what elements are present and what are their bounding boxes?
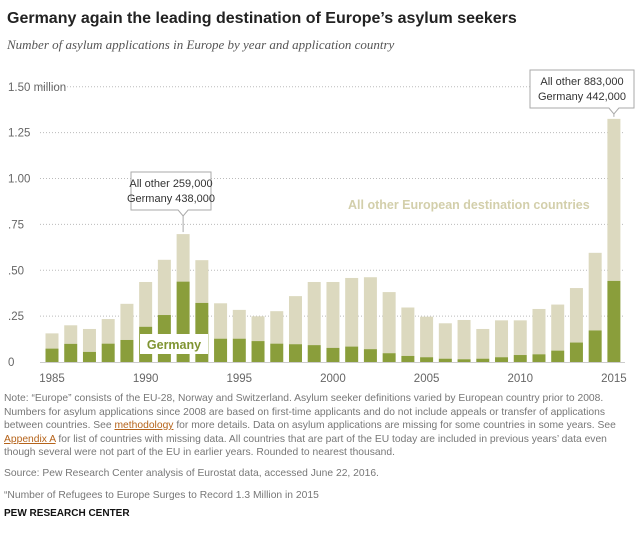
y-tick-label: 1.00 [8, 174, 30, 186]
bar-other-1995 [232, 309, 246, 339]
x-tick-label: 2010 [507, 373, 533, 385]
bar-germany-2001 [345, 346, 359, 362]
bar-germany-2012 [551, 350, 565, 362]
callout-text: Germany 442,000 [538, 91, 626, 103]
bar-germany-1997 [270, 343, 284, 362]
bar-other-1996 [251, 316, 265, 342]
bar-other-1985 [45, 333, 59, 349]
bar-other-2012 [551, 304, 565, 351]
bar-other-1986 [64, 325, 78, 344]
pew-logo: PEW RESEARCH CENTER [4, 508, 130, 519]
bar-other-1997 [270, 311, 284, 344]
appendix-a-link[interactable]: Appendix A [4, 433, 56, 445]
bar-other-1988 [101, 319, 115, 344]
series-label-germany: Germany [147, 338, 201, 352]
bar-other-1991 [157, 259, 171, 316]
bar-other-2004 [401, 307, 415, 356]
bar-germany-1986 [64, 343, 78, 362]
y-tick-label: 1.25 [8, 128, 30, 140]
bar-other-2015 [607, 118, 621, 281]
source: Source: Pew Research Center analysis of … [4, 468, 379, 479]
callout-box-1992 [130, 171, 212, 217]
series-label-other: All other European destination countries [348, 198, 590, 212]
bar-germany-2004 [401, 355, 415, 362]
y-tick-label: 0 [8, 357, 14, 369]
bar-other-1990 [139, 281, 153, 327]
x-tick-label: 1995 [227, 373, 253, 385]
bar-other-1994 [214, 303, 228, 339]
bar-germany-2010 [513, 355, 527, 362]
note-text: for more details. Data on asylum applica… [173, 420, 616, 431]
x-tick-label: 1985 [39, 373, 65, 385]
bar-germany-1989 [120, 339, 134, 362]
series-label-box [140, 334, 208, 354]
y-tick-label: 1.50 million [8, 82, 66, 94]
chart-subtitle: Number of asylum applications in Europe … [7, 37, 395, 52]
bar-other-2007 [457, 319, 471, 360]
note-text: Note: “Europe” consists of the EU-28, No… [4, 393, 605, 431]
callout-box-2015 [529, 69, 635, 115]
bar-germany-2002 [363, 349, 377, 362]
bar-germany-1994 [214, 338, 228, 362]
bar-germany-2015 [607, 280, 621, 362]
bar-other-1989 [120, 303, 134, 340]
bar-germany-2008 [476, 358, 490, 362]
x-tick-label: 2000 [320, 373, 346, 385]
bar-other-2008 [476, 328, 490, 359]
bar-germany-1987 [82, 351, 96, 362]
bar-germany-1999 [307, 345, 321, 362]
bar-germany-2003 [382, 353, 396, 362]
reference: “Number of Refugees to Europe Surges to … [4, 490, 319, 501]
bar-other-2014 [588, 252, 602, 331]
bar-other-1992 [176, 234, 190, 282]
bar-other-2003 [382, 292, 396, 354]
bar-germany-2009 [495, 357, 509, 362]
bar-other-2013 [569, 288, 583, 343]
bar-other-1987 [82, 328, 96, 352]
callout-text: Germany 438,000 [127, 193, 215, 205]
bar-germany-1995 [232, 338, 246, 362]
bar-germany-2011 [532, 354, 546, 362]
bar-other-2011 [532, 308, 546, 355]
callout-text: All other 883,000 [540, 76, 623, 88]
bar-other-2006 [438, 323, 452, 359]
y-tick-label: .50 [8, 265, 24, 277]
bar-other-2000 [326, 281, 340, 348]
bar-other-2010 [513, 320, 527, 356]
bar-germany-1998 [288, 344, 302, 362]
bar-germany-2007 [457, 359, 471, 362]
x-tick-label: 1990 [133, 373, 159, 385]
bar-other-1998 [288, 296, 302, 345]
bar-germany-2014 [588, 330, 602, 362]
y-tick-label: .75 [8, 219, 24, 231]
bar-germany-2005 [420, 357, 434, 362]
bar-germany-2006 [438, 358, 452, 362]
bar-germany-1985 [45, 348, 59, 362]
bar-other-2001 [345, 277, 359, 347]
bar-other-2009 [495, 320, 509, 358]
bar-other-1993 [195, 260, 209, 303]
bar-germany-1988 [101, 343, 115, 362]
methodology-link[interactable]: methodology [114, 420, 174, 431]
x-tick-label: 2015 [601, 373, 627, 385]
bar-germany-2000 [326, 347, 340, 362]
bar-other-2002 [363, 277, 377, 350]
chart-title: Germany again the leading destination of… [7, 10, 517, 27]
x-tick-label: 2005 [414, 373, 440, 385]
note-text: for list of countries with missing data.… [4, 433, 607, 459]
bar-germany-2013 [569, 342, 583, 362]
bar-other-1999 [307, 281, 321, 346]
bar-germany-1996 [251, 341, 265, 362]
bar-other-2005 [420, 316, 434, 358]
y-tick-label: .25 [8, 311, 24, 323]
note: Note: “Europe” consists of the EU-28, No… [4, 392, 634, 460]
bar-chart: 0 .25 .50 .75 1.00 1.25 1.50 million 1985 1990 19… [8, 69, 635, 385]
callout-text: All other 259,000 [129, 178, 212, 190]
